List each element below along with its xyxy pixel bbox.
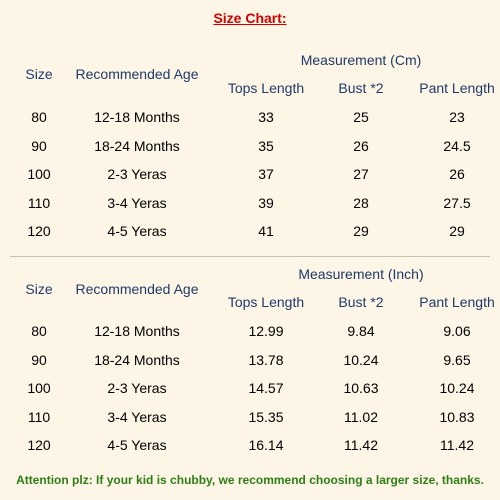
cell-bust: 9.84 [347, 323, 375, 339]
cell-size: 110 [27, 408, 51, 425]
header-pant-length: Pant Length [419, 80, 495, 96]
size-chart-title: Size Chart: [213, 10, 287, 26]
table-divider [10, 256, 490, 257]
attention-note: Attention plz: If your kid is chubby, we… [16, 473, 484, 487]
cell-age: 12-18 Months [94, 109, 180, 125]
cell-bust: 25 [353, 109, 369, 125]
cell-tops: 41 [258, 223, 274, 239]
header-tops-length: Tops Length [227, 294, 305, 310]
cell-tops: 14.57 [248, 380, 284, 396]
cell-tops: 33 [258, 109, 274, 125]
header-size: Size [25, 66, 53, 82]
cell-bust: 28 [353, 194, 369, 211]
cell-bust: 26 [353, 137, 369, 154]
cell-size: 120 [27, 437, 51, 453]
header-tops-length: Tops Length [227, 80, 305, 96]
cell-bust: 10.63 [343, 380, 379, 396]
cell-pant: 9.65 [443, 351, 471, 368]
cell-tops: 35 [258, 137, 274, 154]
header-size: Size [25, 281, 53, 297]
cell-pant: 11.42 [440, 437, 474, 453]
cell-tops: 37 [258, 166, 274, 182]
measurement-label: Measurement (Cm) [300, 52, 422, 68]
cell-age: 4-5 Yeras [107, 437, 167, 453]
cell-pant: 27.5 [443, 194, 471, 211]
cell-age: 4-5 Yeras [107, 223, 167, 239]
cell-age: 18-24 Months [94, 137, 180, 154]
cell-age: 3-4 Yeras [107, 194, 167, 211]
header-pant-length: Pant Length [419, 294, 495, 310]
cell-bust: 29 [353, 223, 369, 239]
cell-age: 2-3 Yeras [107, 380, 167, 396]
cell-bust: 10.24 [343, 351, 379, 368]
cell-size: 100 [27, 380, 51, 396]
cell-size: 100 [27, 166, 51, 182]
cell-pant: 23 [449, 109, 465, 125]
cell-pant: 24.5 [443, 137, 471, 154]
cell-pant: 10.83 [439, 408, 475, 425]
cell-tops: 13.78 [248, 351, 284, 368]
cell-age: 18-24 Months [94, 351, 180, 368]
cell-age: 2-3 Yeras [107, 166, 167, 182]
cell-tops: 12.99 [248, 323, 284, 339]
cell-size: 90 [31, 351, 47, 368]
cell-pant: 29 [449, 223, 465, 239]
header-bust: Bust *2 [338, 294, 384, 310]
cell-size: 110 [27, 194, 51, 211]
cell-pant: 26 [449, 166, 465, 182]
cell-bust: 27 [353, 166, 369, 182]
cell-tops: 16.14 [248, 437, 284, 453]
cell-age: 3-4 Yeras [107, 408, 167, 425]
header-recommended-age: Recommended Age [75, 66, 199, 82]
header-bust: Bust *2 [338, 80, 384, 96]
cell-pant: 10.24 [439, 380, 475, 396]
cell-size: 120 [27, 223, 51, 239]
cell-bust: 11.02 [344, 408, 378, 425]
cell-pant: 9.06 [443, 323, 471, 339]
header-recommended-age: Recommended Age [75, 281, 199, 297]
cell-age: 12-18 Months [94, 323, 180, 339]
measurement-label: Measurement (Inch) [298, 266, 424, 282]
cell-size: 80 [31, 109, 47, 125]
cell-size: 80 [31, 323, 47, 339]
cell-size: 90 [31, 137, 47, 154]
cell-bust: 11.42 [344, 437, 378, 453]
cell-tops: 39 [258, 194, 274, 211]
cell-tops: 15.35 [248, 408, 284, 425]
